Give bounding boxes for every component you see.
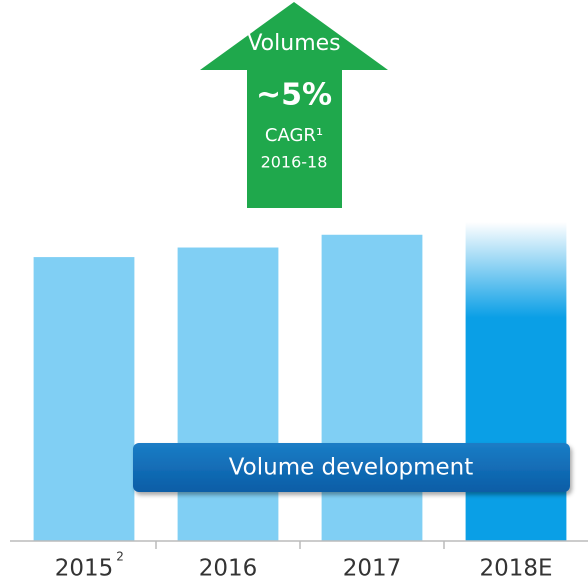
banner [133, 443, 570, 492]
x-tick-label: 2016 [199, 556, 258, 582]
x-tick-label: 2017 [343, 556, 402, 582]
x-tick-label: 2018E [479, 556, 552, 582]
x-tick-footnote: 2 [116, 550, 124, 564]
arrow-value: ~5% [256, 78, 332, 113]
bar [177, 247, 279, 541]
bar [33, 257, 135, 541]
arrow-label: Volumes [247, 31, 340, 56]
arrow-metric: CAGR¹ [265, 125, 323, 146]
arrow-period: 2016-18 [261, 153, 328, 172]
x-tick-label: 2015 [55, 556, 114, 582]
bar [465, 222, 567, 541]
banner-text: Volume development [229, 455, 474, 481]
arrow [200, 2, 388, 208]
bar [321, 234, 423, 541]
